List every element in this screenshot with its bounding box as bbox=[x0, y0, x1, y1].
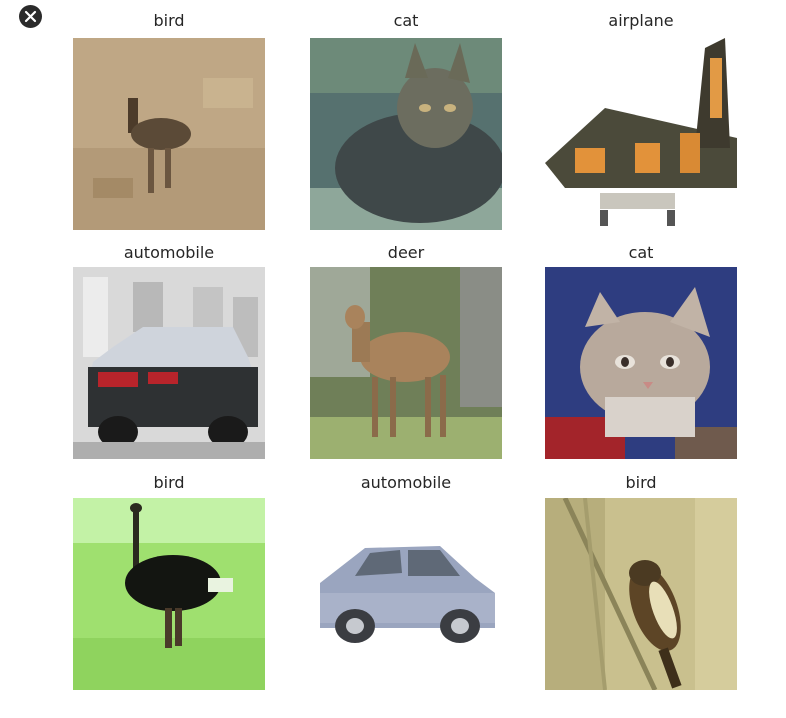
image-label: automobile bbox=[360, 473, 452, 492]
thumbnail-image bbox=[310, 498, 502, 690]
image-label: deer bbox=[387, 243, 425, 262]
grid-cell: cat bbox=[310, 10, 502, 230]
grid-cell: airplane bbox=[545, 10, 737, 230]
thumbnail-image bbox=[545, 38, 737, 230]
grid-cell: automobile bbox=[310, 472, 502, 690]
grid-cell: cat bbox=[545, 242, 737, 459]
thumbnail-image bbox=[73, 498, 265, 690]
thumbnail-image bbox=[73, 267, 265, 459]
image-label: bird bbox=[625, 473, 657, 492]
thumbnail-image bbox=[545, 267, 737, 459]
thumbnail-image bbox=[73, 38, 265, 230]
image-label: airplane bbox=[608, 11, 674, 30]
thumbnail-image bbox=[310, 38, 502, 230]
thumbnail-image bbox=[310, 267, 502, 459]
grid-cell: automobile bbox=[73, 242, 265, 459]
grid-cell: bird bbox=[73, 10, 265, 230]
close-icon[interactable] bbox=[19, 5, 42, 28]
thumbnail-image bbox=[545, 498, 737, 690]
image-label: bird bbox=[153, 473, 185, 492]
image-label: bird bbox=[153, 11, 185, 30]
image-label: automobile bbox=[123, 243, 215, 262]
image-label: cat bbox=[393, 11, 419, 30]
image-label: cat bbox=[628, 243, 654, 262]
grid-cell: bird bbox=[545, 472, 737, 690]
grid-cell: deer bbox=[310, 242, 502, 459]
grid-cell: bird bbox=[73, 472, 265, 690]
